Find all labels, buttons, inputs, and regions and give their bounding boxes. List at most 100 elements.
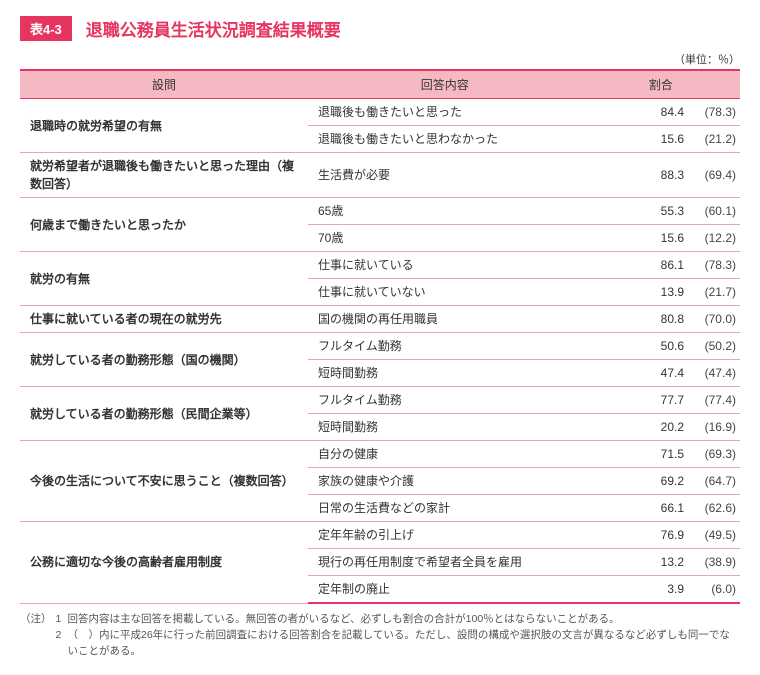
note-text: 回答内容は主な回答を掲載している。無回答の者がいるなど、必ずしも割合の合計が10… [68,612,741,628]
percent-cell: 77.7(77.4) [582,387,740,414]
pct-main: 13.2 [644,553,684,571]
answer-cell: 退職後も働きたいと思った [308,99,582,126]
pct-prev: (69.4) [684,166,736,184]
answer-cell: 退職後も働きたいと思わなかった [308,126,582,153]
pct-prev: (60.1) [684,202,736,220]
table-row: 今後の生活について不安に思うこと（複数回答）自分の健康71.5(69.3) [20,441,740,468]
pct-prev: (49.5) [684,526,736,544]
pct-main: 76.9 [644,526,684,544]
question-cell: 就労している者の勤務形態（国の機関） [20,333,308,387]
table-row: 就労している者の勤務形態（民間企業等）フルタイム勤務77.7(77.4) [20,387,740,414]
pct-main: 86.1 [644,256,684,274]
note-label [20,628,52,660]
percent-cell: 20.2(16.9) [582,414,740,441]
note-line: 2（ ）内に平成26年に行った前回調査における回答割合を記載している。ただし、設… [20,628,740,660]
question-cell: 公務に適切な今後の高齢者雇用制度 [20,522,308,604]
note-text: （ ）内に平成26年に行った前回調査における回答割合を記載している。ただし、設問… [68,628,741,660]
table-row: 公務に適切な今後の高齢者雇用制度定年年齢の引上げ76.9(49.5) [20,522,740,549]
note-num: 1 [56,612,68,628]
pct-prev: (62.6) [684,499,736,517]
percent-cell: 13.9(21.7) [582,279,740,306]
answer-cell: フルタイム勤務 [308,333,582,360]
pct-main: 80.8 [644,310,684,328]
question-cell: 何歳まで働きたいと思ったか [20,198,308,252]
question-cell: 就労の有無 [20,252,308,306]
percent-cell: 84.4(78.3) [582,99,740,126]
percent-cell: 55.3(60.1) [582,198,740,225]
percent-cell: 15.6(21.2) [582,126,740,153]
percent-cell: 71.5(69.3) [582,441,740,468]
pct-prev: (64.7) [684,472,736,490]
note-label: （注） [20,612,52,628]
pct-prev: (69.3) [684,445,736,463]
answer-cell: 国の機関の再任用職員 [308,306,582,333]
answer-cell: フルタイム勤務 [308,387,582,414]
table-row: 何歳まで働きたいと思ったか65歳55.3(60.1) [20,198,740,225]
pct-main: 47.4 [644,364,684,382]
table-row: 就労している者の勤務形態（国の機関）フルタイム勤務50.6(50.2) [20,333,740,360]
pct-main: 20.2 [644,418,684,436]
pct-prev: (21.2) [684,130,736,148]
survey-table: 設問 回答内容 割合 退職時の就労希望の有無退職後も働きたいと思った84.4(7… [20,69,740,604]
question-cell: 就労している者の勤務形態（民間企業等） [20,387,308,441]
pct-main: 15.6 [644,130,684,148]
percent-cell: 80.8(70.0) [582,306,740,333]
answer-cell: 仕事に就いている [308,252,582,279]
answer-cell: 現行の再任用制度で希望者全員を雇用 [308,549,582,576]
notes: （注）1回答内容は主な回答を掲載している。無回答の者がいるなど、必ずしも割合の合… [20,612,740,659]
question-cell: 仕事に就いている者の現在の就労先 [20,306,308,333]
percent-cell: 15.6(12.2) [582,225,740,252]
pct-prev: (78.3) [684,256,736,274]
table-row: 就労希望者が退職後も働きたいと思った理由（複数回答）生活費が必要88.3(69.… [20,153,740,198]
answer-cell: 日常の生活費などの家計 [308,495,582,522]
pct-main: 84.4 [644,103,684,121]
percent-cell: 47.4(47.4) [582,360,740,387]
pct-prev: (78.3) [684,103,736,121]
col-header-question: 設問 [20,70,308,99]
percent-cell: 76.9(49.5) [582,522,740,549]
pct-main: 13.9 [644,283,684,301]
pct-main: 69.2 [644,472,684,490]
pct-prev: (16.9) [684,418,736,436]
answer-cell: 仕事に就いていない [308,279,582,306]
pct-main: 50.6 [644,337,684,355]
unit-label: （単位：％） [20,51,740,67]
percent-cell: 88.3(69.4) [582,153,740,198]
answer-cell: 短時間勤務 [308,414,582,441]
pct-prev: (70.0) [684,310,736,328]
note-num: 2 [56,628,68,660]
pct-prev: (6.0) [684,580,736,598]
answer-cell: 70歳 [308,225,582,252]
table-row: 就労の有無仕事に就いている86.1(78.3) [20,252,740,279]
percent-cell: 50.6(50.2) [582,333,740,360]
answer-cell: 家族の健康や介護 [308,468,582,495]
pct-main: 55.3 [644,202,684,220]
pct-prev: (12.2) [684,229,736,247]
table-title: 退職公務員生活状況調査結果概要 [86,16,341,41]
question-cell: 就労希望者が退職後も働きたいと思った理由（複数回答） [20,153,308,198]
table-header-row: 設問 回答内容 割合 [20,70,740,99]
col-header-answer: 回答内容 [308,70,582,99]
table-header: 表4-3 退職公務員生活状況調査結果概要 [20,16,740,41]
answer-cell: 定年年齢の引上げ [308,522,582,549]
table-row: 仕事に就いている者の現在の就労先国の機関の再任用職員80.8(70.0) [20,306,740,333]
percent-cell: 13.2(38.9) [582,549,740,576]
percent-cell: 66.1(62.6) [582,495,740,522]
pct-main: 88.3 [644,166,684,184]
pct-prev: (77.4) [684,391,736,409]
pct-main: 15.6 [644,229,684,247]
question-cell: 今後の生活について不安に思うこと（複数回答） [20,441,308,522]
answer-cell: 自分の健康 [308,441,582,468]
answer-cell: 65歳 [308,198,582,225]
pct-prev: (38.9) [684,553,736,571]
percent-cell: 69.2(64.7) [582,468,740,495]
pct-prev: (21.7) [684,283,736,301]
pct-main: 71.5 [644,445,684,463]
pct-main: 66.1 [644,499,684,517]
pct-main: 77.7 [644,391,684,409]
answer-cell: 定年制の廃止 [308,576,582,604]
table-row: 退職時の就労希望の有無退職後も働きたいと思った84.4(78.3) [20,99,740,126]
answer-cell: 短時間勤務 [308,360,582,387]
note-line: （注）1回答内容は主な回答を掲載している。無回答の者がいるなど、必ずしも割合の合… [20,612,740,628]
percent-cell: 86.1(78.3) [582,252,740,279]
